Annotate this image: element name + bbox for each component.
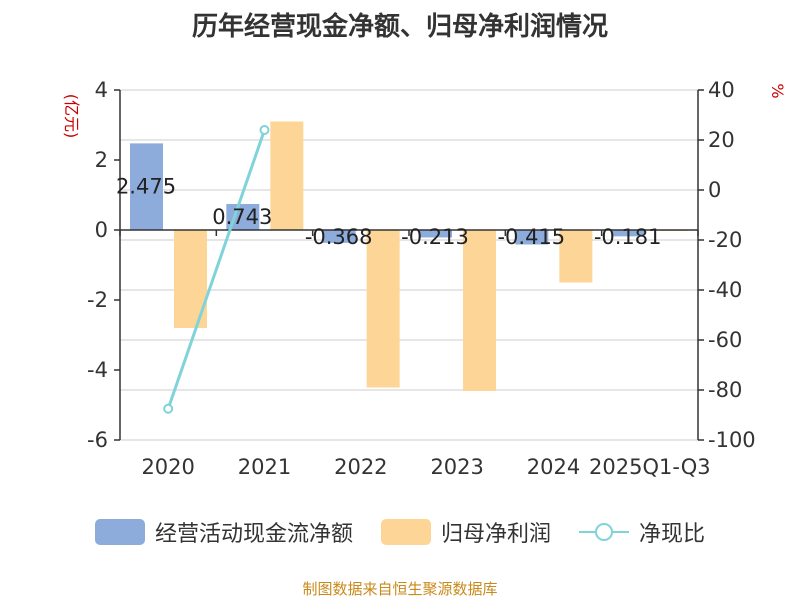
right-tick-label: -20: [708, 228, 742, 252]
data-label-cash-flow: 2.475: [116, 174, 176, 198]
legend-item-net-profit[interactable]: 归母净利润: [380, 516, 551, 548]
bar-cash-flow: [130, 143, 163, 230]
data-label-cash-flow: -0.213: [401, 225, 469, 249]
ratio-point: [259, 125, 270, 135]
right-tick-label: -80: [708, 378, 742, 402]
bar-cash-flow: [419, 230, 452, 238]
legend-item-cash-flow[interactable]: 经营活动现金流净额: [94, 516, 353, 548]
bar-net-profit: [270, 121, 304, 230]
left-tick-label: 0: [95, 218, 108, 242]
legend-line-marker-icon: [579, 523, 629, 541]
data-label-cash-flow: -0.415: [497, 225, 565, 249]
legend: 经营活动现金流净额 归母净利润 净现比: [0, 516, 800, 548]
bars: [130, 121, 689, 391]
right-tick-label: 20: [708, 128, 735, 152]
ratio-point: [163, 403, 174, 414]
left-axis-unit-label: (亿元): [62, 94, 81, 139]
x-category-label: 2023: [430, 455, 483, 479]
left-tick-label: 4: [95, 78, 108, 102]
legend-label-ratio: 净现比: [639, 522, 706, 547]
bar-cash-flow: [611, 230, 645, 237]
data-label-cash-flow: -0.368: [305, 225, 373, 249]
x-category-label: 2020: [141, 455, 194, 479]
source-note: 制图数据来自恒生聚源数据库: [302, 580, 498, 598]
chart-title: 历年经营现金净额、归母净利润情况: [191, 12, 608, 42]
bar-net-profit: [463, 230, 496, 391]
legend-label-net-profit: 归母净利润: [440, 522, 551, 547]
ratio-line-series: [163, 125, 270, 414]
data-labels: 2.475 0.743 -0.368 -0.213 -0.415 -0.181: [116, 174, 662, 249]
right-tick-label: -40: [708, 278, 742, 302]
left-tick-label: 2: [95, 148, 108, 172]
right-tick-label: 0: [708, 178, 721, 202]
right-tick-label: -60: [708, 328, 742, 352]
left-tick-label: -2: [87, 288, 108, 312]
legend-swatch-cash-flow: [94, 519, 145, 545]
grid-lines: [120, 89, 698, 441]
legend-swatch-net-profit: [380, 519, 431, 545]
legend-item-ratio[interactable]: 净现比: [579, 516, 705, 548]
right-tick-label: -100: [708, 428, 756, 452]
right-axis-unit-label: %: [768, 83, 787, 98]
x-category-label: 2024: [527, 455, 580, 479]
bar-net-profit: [366, 230, 400, 388]
right-tick-label: 40: [708, 78, 735, 102]
x-category-label: 2021: [238, 455, 291, 479]
ratio-line: [166, 129, 266, 410]
bar-cash-flow: [515, 230, 549, 245]
bar-cash-flow: [322, 230, 356, 243]
legend-label-cash-flow: 经营活动现金流净额: [154, 522, 353, 547]
left-tick-label: -4: [87, 358, 108, 382]
left-tick-label: -6: [87, 428, 108, 452]
bar-net-profit: [559, 230, 593, 283]
x-category-label: 2022: [334, 455, 387, 479]
data-label-cash-flow: 0.743: [212, 205, 272, 229]
data-label-cash-flow: -0.181: [594, 225, 662, 249]
x-category-label: 2025Q1-Q3: [589, 455, 711, 479]
